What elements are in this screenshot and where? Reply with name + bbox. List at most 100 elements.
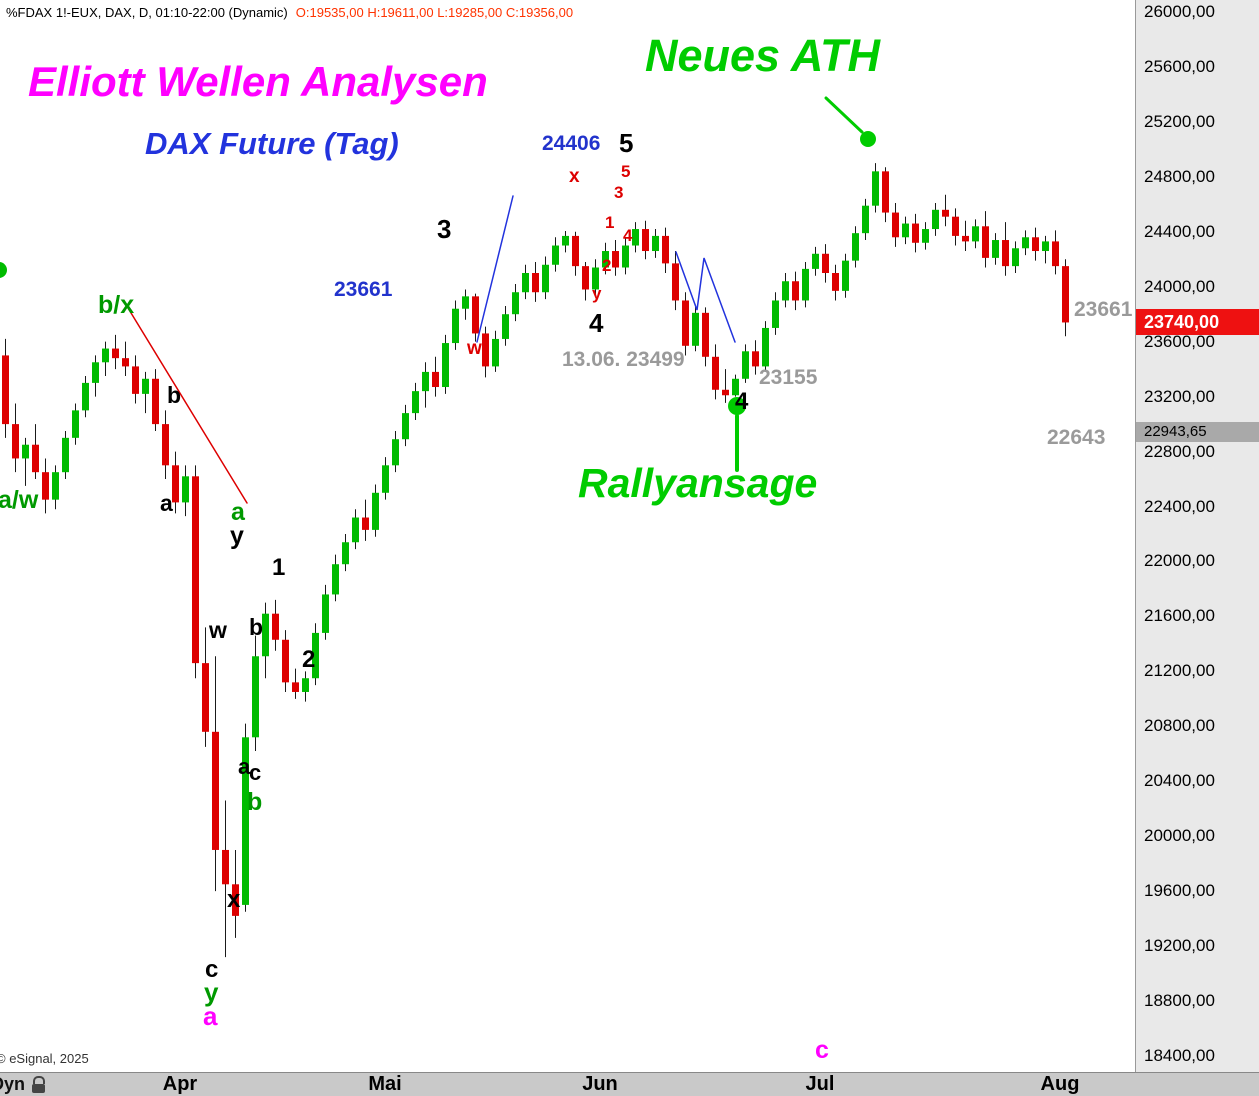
price-axis-label: 20400,00: [1144, 771, 1215, 791]
candle-up: [422, 371, 429, 392]
price-axis-label: 23600,00: [1144, 331, 1215, 351]
chart-title: Elliott Wellen Analysen: [28, 58, 488, 105]
candle-up: [462, 296, 469, 309]
candle-down: [202, 663, 209, 732]
price-axis-label: 19600,00: [1144, 881, 1215, 901]
candle-up: [622, 245, 629, 268]
candle-up: [862, 205, 869, 234]
month-label-apr: Apr: [162, 1073, 198, 1095]
price-axis-label: 25600,00: [1144, 56, 1215, 76]
wave-label-1-red: 1: [605, 213, 615, 232]
candlestick-chart[interactable]: [0, 0, 1135, 1072]
price-axis-label: 20000,00: [1144, 826, 1215, 846]
wave-label-3: 3: [437, 214, 452, 244]
candle-up: [82, 382, 89, 411]
month-label-jul: Jul: [805, 1073, 835, 1095]
price-axis[interactable]: 23740,00 22943,65 26000,00 25600,00 25200,…: [1135, 0, 1259, 1072]
wave-label-c-magenta: c: [815, 1036, 829, 1064]
lock-icon[interactable]: [32, 1076, 46, 1093]
candle-down: [722, 389, 729, 396]
time-axis[interactable]: Dyn Apr Mai Jun Jul Aug: [0, 1072, 1259, 1096]
candle-down: [132, 366, 139, 394]
triangle-line-blue: [476, 195, 514, 343]
candle-down: [2, 355, 9, 425]
candle-down: [792, 281, 799, 301]
wave-label-y-green: y: [204, 977, 219, 1007]
candle-up: [62, 437, 69, 473]
candle-down: [882, 171, 889, 213]
candle-up: [692, 312, 699, 346]
candle-up: [632, 229, 639, 246]
note-1306-23499: 13.06. 23499: [562, 348, 685, 371]
wave-label-a-green: a: [231, 498, 245, 526]
candle-down: [172, 465, 179, 503]
candle-down: [942, 209, 949, 217]
candle-down: [532, 273, 539, 293]
candle-up: [602, 251, 609, 268]
candle-down: [32, 444, 39, 473]
candle-up: [382, 465, 389, 493]
candle-up: [392, 439, 399, 466]
candle-down: [832, 273, 839, 291]
candle-down: [582, 266, 589, 290]
candle-up: [492, 338, 499, 367]
candle-down: [962, 235, 969, 242]
candle-up: [812, 253, 819, 269]
annotation-neues-ath: Neues ATH: [645, 30, 881, 81]
wave-label-b-1: b: [167, 382, 182, 408]
candle-up: [442, 343, 449, 388]
candle-up: [992, 240, 999, 258]
wave-label-y-red: y: [592, 284, 602, 303]
candle-up: [872, 171, 879, 206]
candle-down: [12, 424, 19, 459]
candle-down: [612, 251, 619, 268]
price-axis-label: 23200,00: [1144, 386, 1215, 406]
price-axis-label: 21600,00: [1144, 606, 1215, 626]
candle-up: [342, 542, 349, 565]
annotation-rallyansage: Rallyansage: [578, 460, 818, 506]
candle-up: [182, 476, 189, 503]
candle-down: [952, 216, 959, 236]
candle-down: [362, 517, 369, 530]
level-label-23661-blue: 23661: [334, 278, 393, 301]
wave-label-a-magenta: a: [203, 1001, 218, 1031]
candle-down: [912, 223, 919, 243]
candle-up: [352, 517, 359, 543]
candle-up: [1012, 248, 1019, 267]
wave-label-4-black-2: 4: [735, 388, 749, 415]
level-label-24406-blue: 24406: [542, 132, 601, 155]
candle-up: [322, 594, 329, 633]
wave-label-2: 2: [302, 646, 316, 673]
candle-down: [192, 476, 199, 664]
candle-up: [52, 472, 59, 500]
chart-plot-area[interactable]: %FDAX 1!-EUX, DAX, D, 01:10-22:00 (Dynam…: [0, 0, 1135, 1072]
candle-down: [1002, 240, 1009, 267]
candle-up: [402, 413, 409, 440]
candle-up: [972, 226, 979, 242]
candle-up: [562, 235, 569, 246]
candle-up: [452, 308, 459, 344]
candle-down: [572, 235, 579, 267]
candle-up: [782, 281, 789, 301]
candle-up: [502, 314, 509, 339]
price-axis-label: 22000,00: [1144, 551, 1215, 571]
candle-up: [312, 632, 319, 679]
wave-label-x-1: x: [227, 886, 241, 913]
candle-down: [642, 229, 649, 252]
dyn-mode-button[interactable]: Dyn: [0, 1073, 46, 1096]
wave-label-y-1: y: [230, 522, 244, 550]
candle-down: [472, 296, 479, 334]
last-price-label: 23740,00: [1136, 309, 1259, 336]
month-label-jun: Jun: [582, 1073, 618, 1095]
wave-label-5-black: 5: [619, 128, 634, 158]
candle-down: [232, 884, 239, 916]
candle-up: [92, 362, 99, 383]
price-axis-label: 21200,00: [1144, 661, 1215, 681]
wave-label-c-2: c: [205, 956, 219, 983]
wave-label-a-2: a: [238, 754, 251, 779]
wave-label-4-black-1: 4: [589, 308, 604, 338]
left-edge-marker: [0, 262, 7, 278]
candle-down: [662, 235, 669, 264]
wave-label-b-green: b: [247, 788, 263, 816]
indicator-price-label: 22943,65: [1136, 421, 1259, 442]
